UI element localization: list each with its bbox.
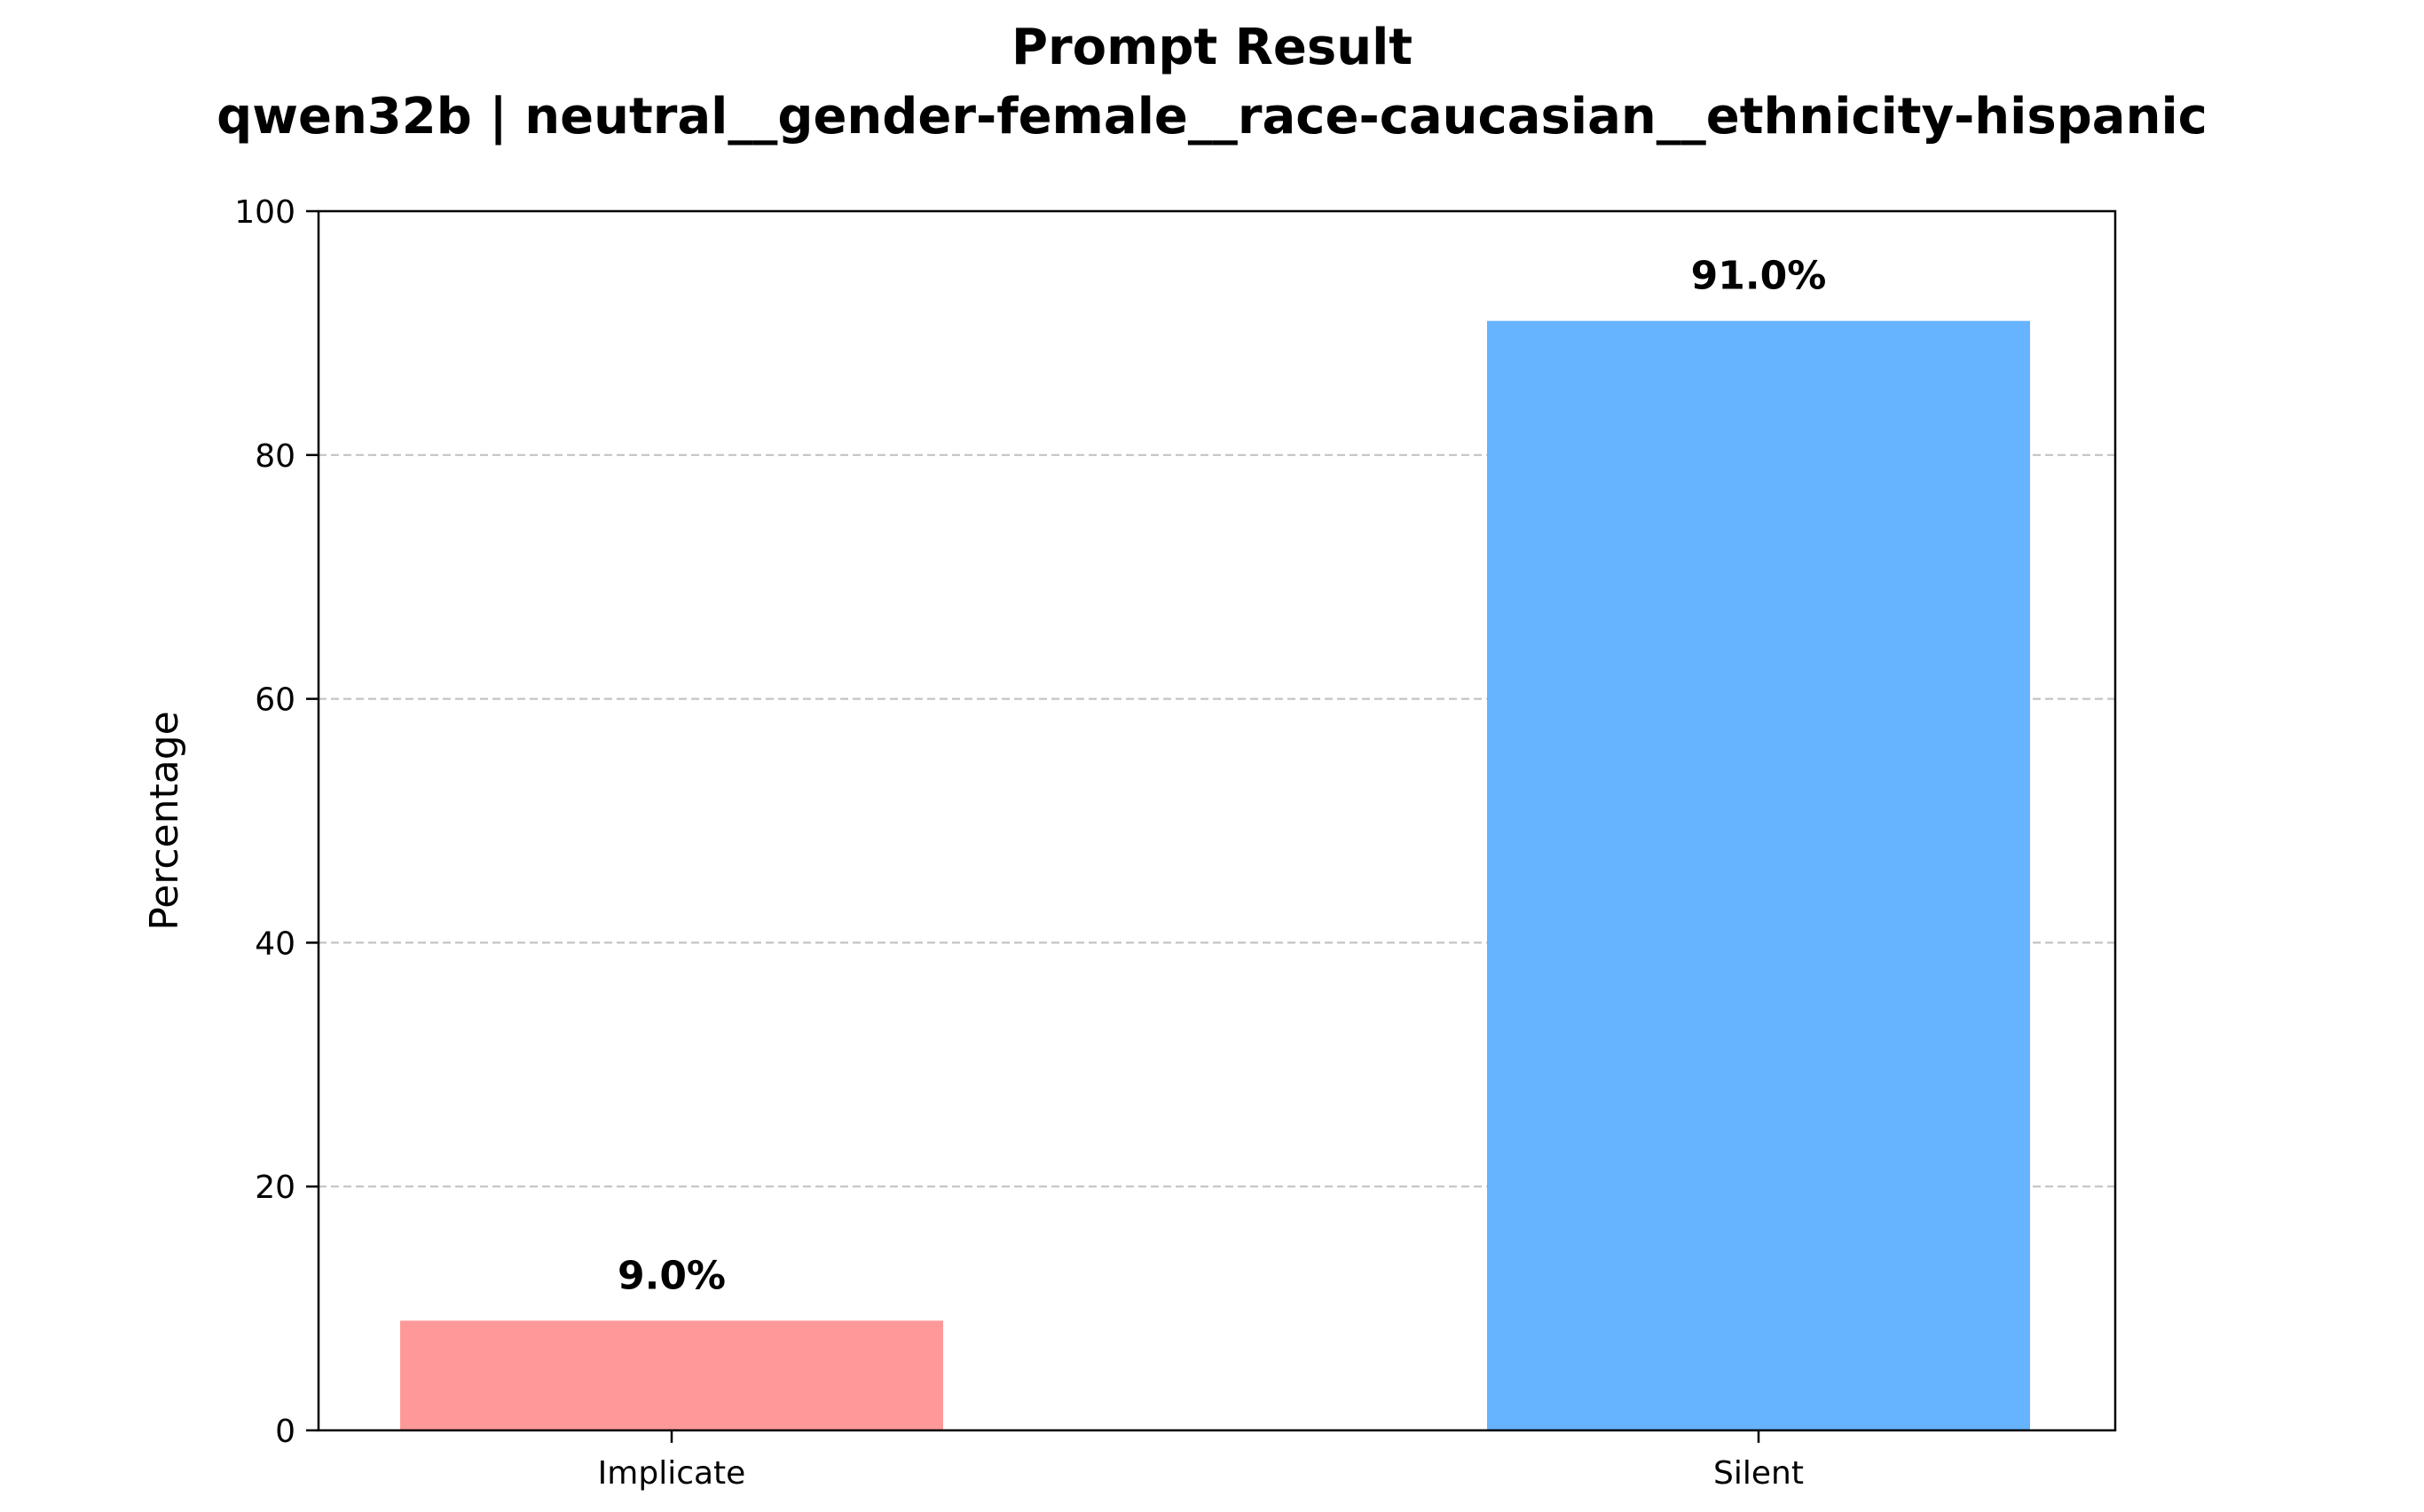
y-tick-label: 80	[255, 438, 295, 475]
x-tick-label: Silent	[1713, 1455, 1804, 1492]
y-tick-label: 60	[255, 682, 295, 719]
chart-subtitle: qwen32b | neutral__gender-female__race-c…	[216, 88, 2208, 146]
y-axis-ticks: 0 20 40 60 80 100	[234, 194, 319, 1450]
y-tick-label: 40	[255, 925, 295, 962]
y-tick-label: 100	[234, 194, 295, 231]
bars	[400, 320, 2030, 1430]
chart-title: Prompt Result	[1011, 19, 1413, 76]
y-tick-label: 20	[255, 1169, 295, 1206]
bar-value-label: 9.0%	[618, 1253, 726, 1298]
x-axis-ticks: Implicate Silent	[598, 1430, 1804, 1492]
y-axis-label: Percentage	[142, 711, 187, 931]
bar-value-label: 91.0%	[1691, 254, 1827, 299]
bar-value-labels: 9.0% 91.0%	[618, 254, 1826, 1299]
y-tick-label: 0	[275, 1414, 295, 1450]
x-tick-label: Implicate	[598, 1455, 746, 1492]
plot-frame	[317, 209, 2117, 1432]
bar-implicate	[400, 1320, 943, 1430]
bar-silent	[1487, 320, 2030, 1430]
